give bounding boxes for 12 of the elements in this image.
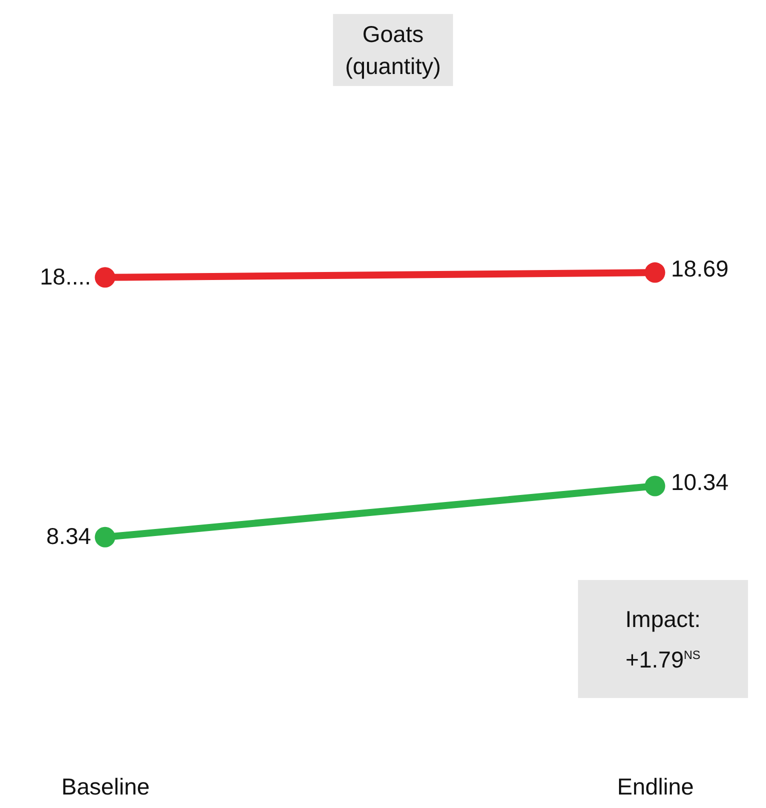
- x-tick-label: Baseline: [61, 774, 150, 800]
- x-tick-label: Endline: [617, 774, 694, 800]
- text: Impact: +1.79$^{NS}$: [625, 604, 701, 674]
- data-label: 8.34: [46, 523, 92, 550]
- point: [644, 262, 666, 283]
- data-label: 18....: [40, 263, 92, 290]
- point: [94, 526, 116, 548]
- point: [644, 476, 666, 496]
- data-label: 18.69: [670, 256, 729, 282]
- point: [94, 267, 116, 288]
- chart-title: Goats (quantity): [333, 14, 453, 86]
- data-label: 10.34: [670, 469, 729, 496]
